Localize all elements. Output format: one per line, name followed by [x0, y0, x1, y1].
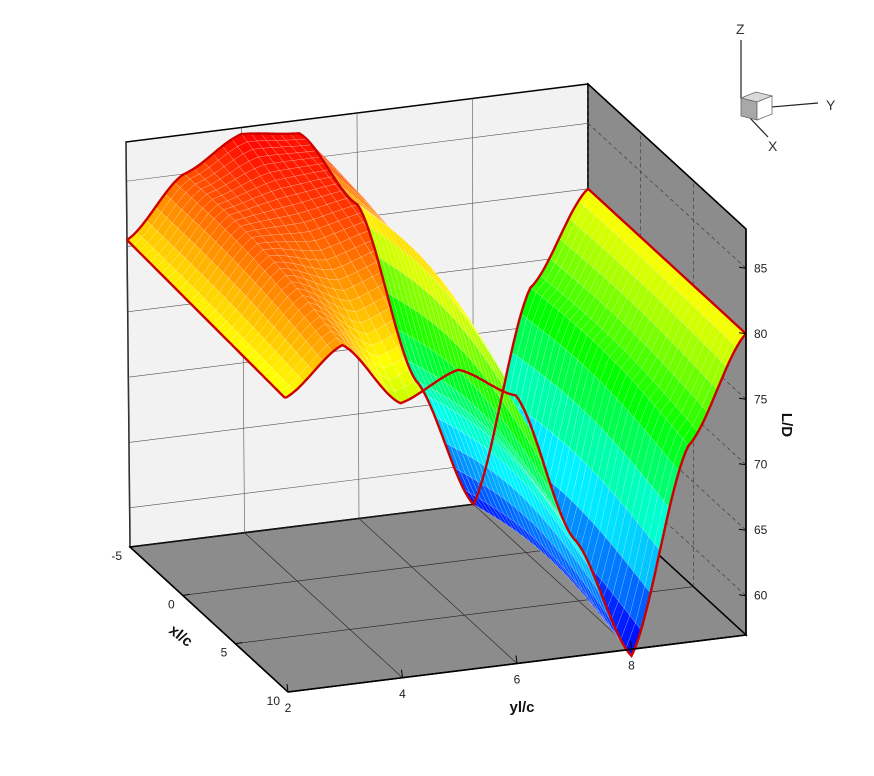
y-tick-mark — [286, 683, 289, 693]
surface-mesh — [126, 133, 747, 657]
surface-edge-y — [126, 239, 286, 399]
z-tick-mark — [738, 594, 747, 597]
gridline-side-z — [587, 123, 747, 269]
triad-cube-left — [740, 97, 758, 121]
z-tick-mark — [738, 528, 747, 531]
gridline-floor-y — [358, 518, 518, 664]
z-axis-label: L/D — [778, 413, 795, 437]
z-tick-mark — [738, 463, 747, 466]
x-tick-label: -5 — [111, 549, 122, 563]
y-tick-mark — [630, 641, 632, 650]
y-axis-label: yl/c — [509, 699, 534, 716]
z-tick-label: 85 — [754, 261, 768, 275]
box-edge — [587, 83, 747, 230]
surface-edge-xmax — [284, 333, 747, 658]
tick-labels: 60 65 70 75 80 85 2 4 6 8 -5 0 5 10 — [111, 261, 767, 715]
box-edge — [129, 546, 289, 693]
z-tick-label: 65 — [754, 523, 768, 537]
triad-x-label: X — [768, 138, 778, 154]
gridline-floor-y — [244, 532, 403, 678]
x-tick-mark — [129, 545, 138, 548]
triad-cube-right — [756, 95, 773, 121]
orientation-triad: Z Y X — [736, 21, 836, 154]
triad-x-axis — [749, 117, 769, 138]
z-tick-label: 80 — [754, 327, 768, 341]
y-tick-mark — [515, 655, 518, 664]
y-tick-label: 4 — [399, 687, 406, 701]
z-tick-label: 60 — [754, 589, 768, 603]
x-axis-label: xl/c — [166, 622, 196, 651]
y-tick-mark — [401, 669, 403, 678]
surface-edge-xmin — [126, 132, 589, 507]
z-tick-mark — [738, 397, 747, 400]
y-tick-label: 8 — [628, 658, 635, 672]
x-tick-label: 5 — [221, 646, 228, 660]
y-tick-label: 2 — [285, 701, 292, 715]
x-tick-label: 10 — [267, 694, 281, 708]
x-tick-mark — [235, 642, 243, 645]
z-tick-mark — [738, 266, 747, 269]
z-tick-label: 70 — [754, 458, 768, 472]
triad-y-label: Y — [826, 97, 836, 113]
x-tick-mark — [287, 690, 296, 693]
surface-edge-y — [587, 187, 747, 335]
x-tick-label: 0 — [168, 597, 175, 611]
surface-edges — [126, 132, 747, 658]
gridline-back-y — [125, 141, 131, 548]
z-tick-mark — [738, 332, 747, 335]
z-tick-label: 75 — [754, 392, 768, 406]
triad-z-label: Z — [736, 21, 745, 37]
gridline-floor-y — [473, 504, 632, 650]
x-tick-mark — [182, 593, 190, 596]
y-tick-label: 6 — [514, 673, 521, 687]
